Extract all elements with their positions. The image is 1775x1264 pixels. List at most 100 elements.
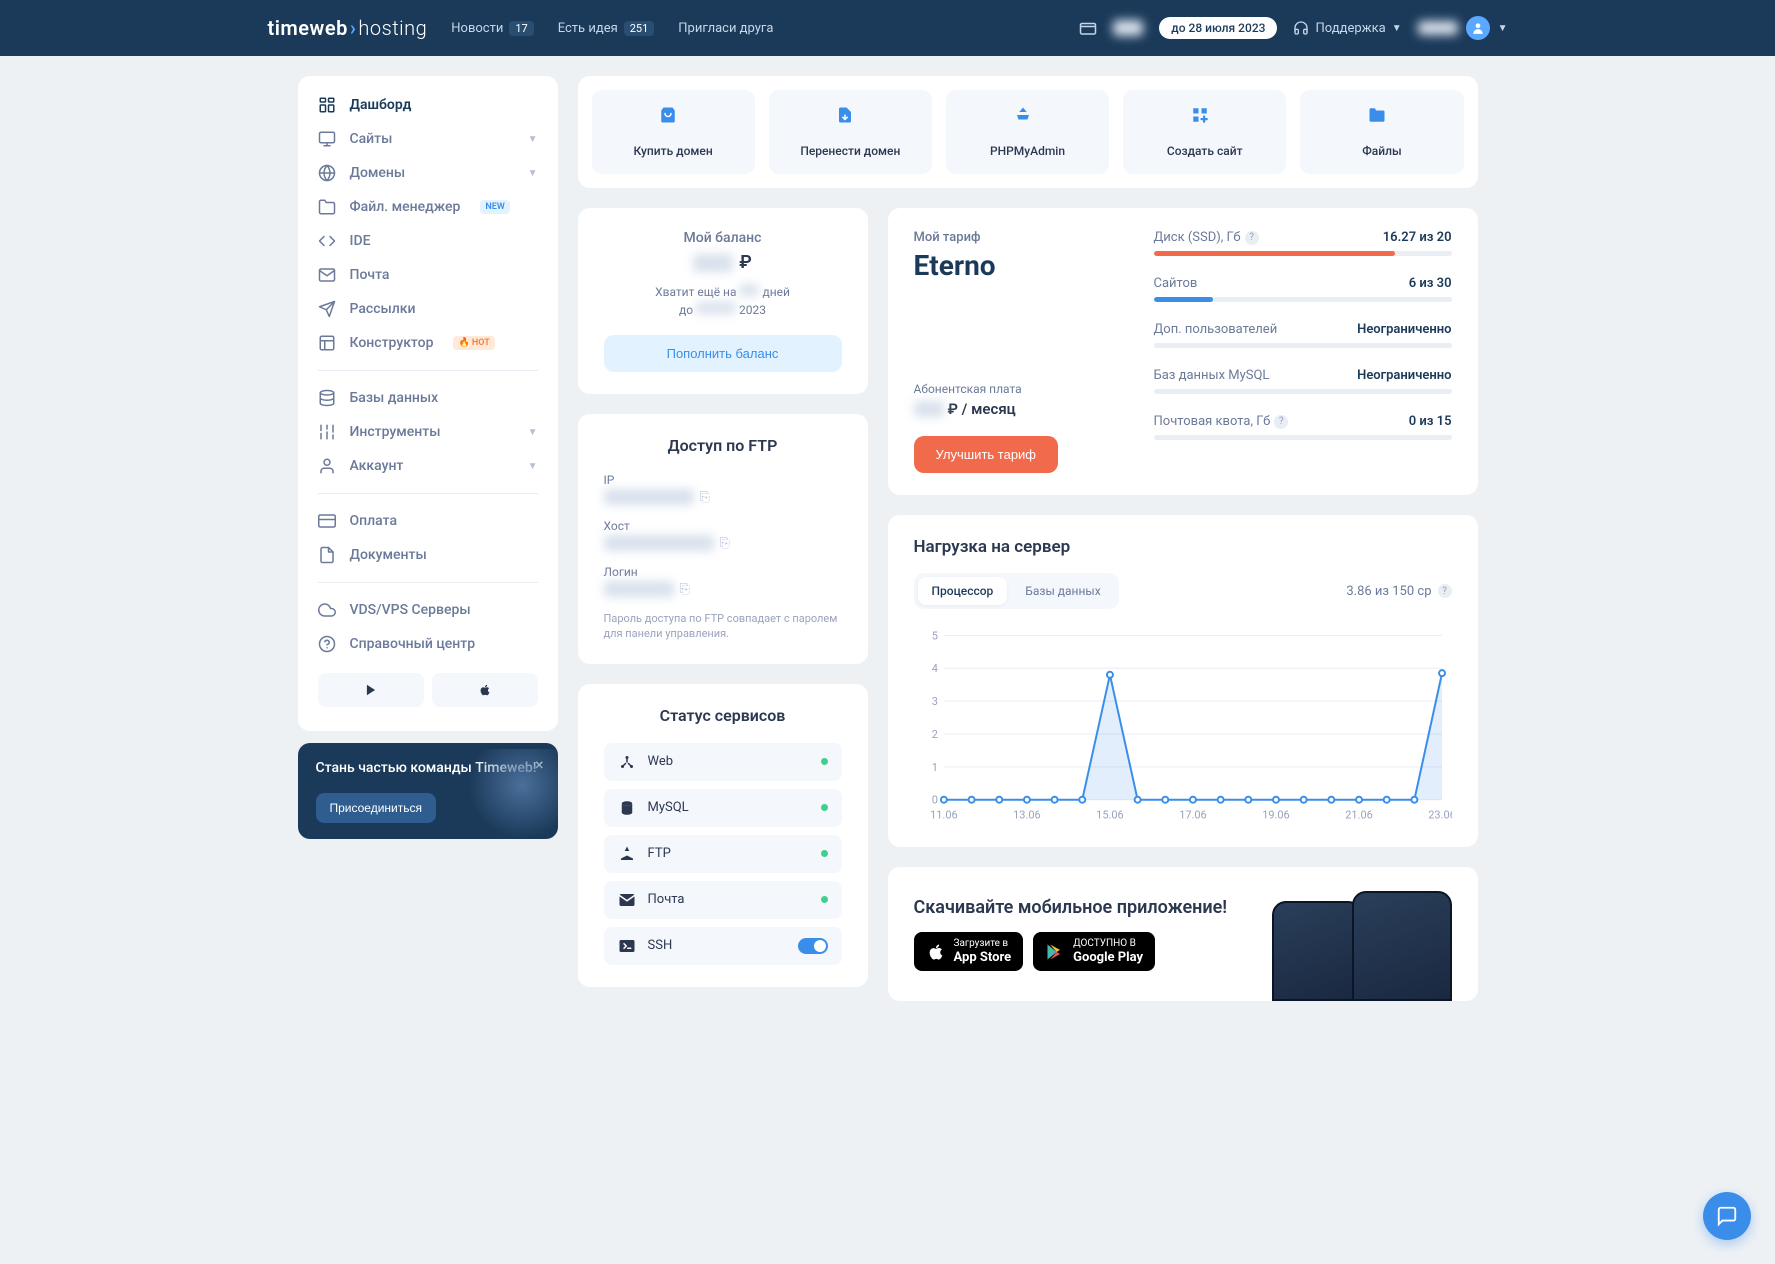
tab-cpu[interactable]: Процессор bbox=[918, 577, 1008, 605]
server-tabs: Процессор Базы данных bbox=[914, 573, 1119, 609]
ftp-ip-label: IP bbox=[604, 473, 842, 487]
fee-suffix: ₽ / месяц bbox=[948, 400, 1016, 418]
copy-icon[interactable]: ⎘ bbox=[680, 582, 690, 597]
ruble-symbol: ₽ bbox=[739, 252, 752, 273]
logo[interactable]: timeweb›hosting bbox=[268, 16, 428, 40]
svg-text:5: 5 bbox=[931, 629, 937, 642]
sidebar-item-label: Базы данных bbox=[350, 390, 439, 406]
copy-icon[interactable]: ⎘ bbox=[720, 536, 730, 551]
sidebar-item-sliders[interactable]: Инструменты▼ bbox=[298, 415, 558, 449]
app-promo-card: Скачивайте мобильное приложение! Загрузи… bbox=[888, 867, 1478, 1001]
sidebar: Дашборд Сайты▼ Домены▼ Файл. менеджерNEW… bbox=[298, 76, 558, 1001]
sidebar-item-doc[interactable]: Документы bbox=[298, 538, 558, 572]
quick-actions: Купить домен Перенести домен PHPMyAdmin … bbox=[578, 76, 1478, 188]
quick-action-bag[interactable]: Купить домен bbox=[592, 90, 755, 174]
play-store-button[interactable] bbox=[318, 673, 424, 707]
appstore-bottom: App Store bbox=[954, 950, 1012, 966]
sidebar-item-globe[interactable]: Домены▼ bbox=[298, 156, 558, 190]
help-icon[interactable]: ? bbox=[1245, 231, 1259, 245]
chat-fab[interactable] bbox=[1703, 1192, 1751, 1240]
ftp-host-field: Хост ⎘ bbox=[604, 519, 842, 551]
sidebar-item-label: Конструктор bbox=[350, 335, 434, 351]
invite-link[interactable]: Пригласи друга bbox=[678, 21, 773, 36]
tariff-name: Eterno bbox=[914, 249, 1114, 282]
database-icon bbox=[318, 389, 336, 407]
boat-icon bbox=[1014, 106, 1042, 134]
ftp-ip-blurred bbox=[604, 489, 694, 505]
sidebar-item-label: Сайты bbox=[350, 131, 393, 147]
sidebar-item-user[interactable]: Аккаунт ▼ bbox=[298, 449, 558, 483]
phone-mockup bbox=[1252, 889, 1452, 979]
support-link[interactable]: Поддержка ▼ bbox=[1293, 20, 1401, 36]
ftp-ip-field: IP ⎘ bbox=[604, 473, 842, 505]
sidebar-item-database[interactable]: Базы данных bbox=[298, 381, 558, 415]
sidebar-item-mail[interactable]: Почта bbox=[298, 258, 558, 292]
usage-row: Баз данных MySQL Неограниченно bbox=[1154, 368, 1452, 394]
sidebar-item-help[interactable]: Справочный центр bbox=[298, 627, 558, 661]
chat-icon bbox=[1716, 1205, 1738, 1227]
promo-illustration bbox=[468, 749, 558, 839]
wallet-icon bbox=[1079, 19, 1097, 37]
usage-value: 6 из 30 bbox=[1409, 276, 1452, 291]
sidebar-item-layout[interactable]: Конструктор🔥 HOT bbox=[298, 326, 558, 360]
code-icon bbox=[318, 232, 336, 250]
balance-blurred bbox=[1113, 20, 1143, 36]
sidebar-item-cloud[interactable]: VDS/VPS Серверы bbox=[298, 593, 558, 627]
quick-action-boat[interactable]: PHPMyAdmin bbox=[946, 90, 1109, 174]
sidebar-item-monitor[interactable]: Сайты▼ bbox=[298, 122, 558, 156]
svg-text:4: 4 bbox=[931, 662, 937, 675]
status-label: Почта bbox=[648, 892, 685, 907]
help-icon[interactable]: ? bbox=[1438, 584, 1452, 598]
playstore-top: ДОСТУПНО В bbox=[1073, 938, 1136, 949]
ssh-icon bbox=[618, 937, 636, 955]
sidebar-item-send[interactable]: Рассылки bbox=[298, 292, 558, 326]
upgrade-button[interactable]: Улучшить тариф bbox=[914, 436, 1059, 473]
quick-action-folder2[interactable]: Файлы bbox=[1300, 90, 1463, 174]
user-menu[interactable]: ▼ bbox=[1418, 16, 1508, 40]
app-buttons bbox=[298, 661, 558, 719]
ssh-toggle[interactable] bbox=[798, 938, 828, 954]
status-item-web: Web bbox=[604, 743, 842, 781]
usage-row: Почтовая квота, Гб ? 0 из 15 bbox=[1154, 414, 1452, 440]
server-chart: 01234511.0613.0615.0617.0619.0621.0623.0… bbox=[914, 625, 1452, 825]
help-icon[interactable]: ? bbox=[1274, 415, 1288, 429]
logo-main: timeweb bbox=[268, 16, 348, 40]
doc-icon bbox=[318, 546, 336, 564]
sidebar-item-dashboard[interactable]: Дашборд bbox=[298, 88, 558, 122]
sidebar-item-label: Аккаунт bbox=[350, 458, 404, 474]
quick-action-label: Купить домен bbox=[634, 144, 713, 158]
fee-value: ₽ / месяц bbox=[914, 400, 1114, 418]
status-item-mysql: MySQL bbox=[604, 789, 842, 827]
copy-icon[interactable]: ⎘ bbox=[700, 490, 710, 505]
usage-bar bbox=[1154, 251, 1452, 256]
chevron-down-icon: ▼ bbox=[1392, 23, 1402, 34]
quick-action-filemove[interactable]: Перенести домен bbox=[769, 90, 932, 174]
appstore-button[interactable]: Загрузите вApp Store bbox=[914, 932, 1024, 972]
server-title: Нагрузка на сервер bbox=[914, 537, 1452, 557]
status-label: FTP bbox=[648, 846, 671, 861]
sidebar-item-label: Справочный центр bbox=[350, 636, 476, 652]
balance-amount: ₽ bbox=[604, 252, 842, 273]
svg-text:17.06: 17.06 bbox=[1179, 809, 1206, 822]
promo-button[interactable]: Присоединиться bbox=[316, 793, 437, 823]
playstore-button[interactable]: ДОСТУПНО ВGoogle Play bbox=[1033, 932, 1155, 972]
tab-db[interactable]: Базы данных bbox=[1011, 577, 1114, 605]
status-item-почта: Почта bbox=[604, 881, 842, 919]
quick-action-grid[interactable]: Создать сайт bbox=[1123, 90, 1286, 174]
idea-link[interactable]: Есть идея 251 bbox=[558, 21, 655, 36]
ftp-login-label: Логин bbox=[604, 565, 842, 579]
sidebar-item-card[interactable]: Оплата bbox=[298, 504, 558, 538]
sidebar-item-label: Файл. менеджер bbox=[350, 199, 461, 215]
bag-icon bbox=[659, 106, 687, 134]
usage-label: Доп. пользователей bbox=[1154, 322, 1278, 337]
fee-label: Абонентская плата bbox=[914, 382, 1114, 396]
balance-value-blurred bbox=[693, 254, 733, 272]
news-link[interactable]: Новости 17 bbox=[451, 21, 533, 36]
status-label: MySQL bbox=[648, 800, 689, 815]
sidebar-item-code[interactable]: IDE bbox=[298, 224, 558, 258]
appstore-top: Загрузите в bbox=[954, 938, 1009, 949]
apple-store-button[interactable] bbox=[432, 673, 538, 707]
chevron-down-icon: ▼ bbox=[528, 461, 538, 472]
topup-button[interactable]: Пополнить баланс bbox=[604, 335, 842, 372]
sidebar-item-folder[interactable]: Файл. менеджерNEW bbox=[298, 190, 558, 224]
